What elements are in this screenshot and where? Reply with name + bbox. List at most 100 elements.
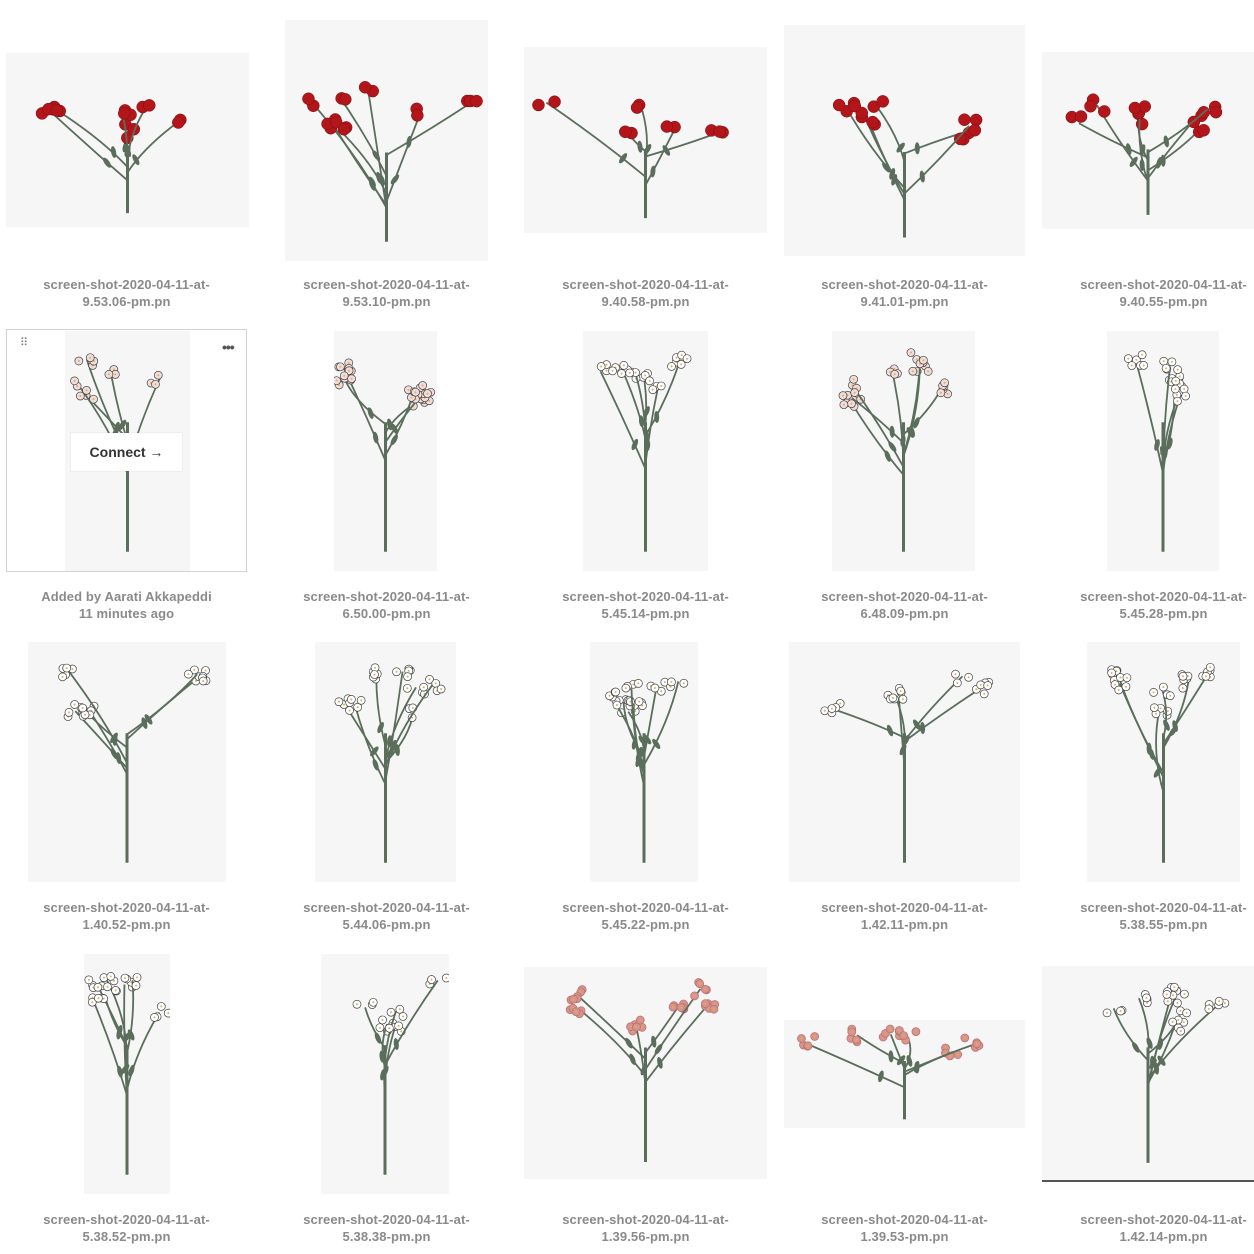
file-name-caption: screen-shot-2020-04-11-at- 9.53.10-pm.pn [257, 276, 516, 310]
flower-illustration [596, 350, 692, 552]
added-by-caption: Added by Aarati Akkapeddi 11 minutes ago [0, 588, 256, 622]
caption-line-1: Added by Aarati Akkapeddi [41, 589, 212, 604]
flower-illustration [334, 663, 446, 863]
flower-illustration [532, 95, 729, 219]
flower-illustration [605, 677, 689, 863]
file-name-caption: screen-shot-2020-04-11-at- 5.38.52-pm.pn [0, 1211, 256, 1245]
file-name-caption: screen-shot-2020-04-11-at- 5.45.14-pm.pn [516, 588, 775, 622]
file-name-caption: screen-shot-2020-04-11-at- 5.44.06-pm.pn [257, 899, 516, 933]
file-name-caption: screen-shot-2020-04-11-at- 9.41.01-pm.pn [775, 276, 1034, 310]
flower-illustration [820, 669, 994, 863]
image-thumbnail[interactable] [784, 1020, 1025, 1128]
caption-line-1: screen-shot-2020-04-11-at- [1080, 277, 1247, 292]
caption-line-2: 11 minutes ago [78, 606, 175, 621]
image-thumbnail[interactable] [784, 25, 1025, 256]
caption-line-1: screen-shot-2020-04-11-at- [562, 589, 729, 604]
caption-line-2: 1.39.53-pm.pn [860, 1229, 949, 1244]
caption-line-1: screen-shot-2020-04-11-at- [303, 900, 470, 915]
image-thumbnail[interactable] [524, 47, 767, 233]
file-name-caption: screen-shot-2020-04-11-at- 1.40.52-pm.pn [0, 899, 256, 933]
image-thumbnail[interactable] [334, 331, 437, 571]
flower-illustration [1107, 662, 1215, 863]
file-name-caption: screen-shot-2020-04-11-at- 5.45.28-pm.pn [1034, 588, 1254, 622]
flower-illustration [1124, 350, 1190, 552]
image-thumbnail[interactable] [524, 967, 767, 1179]
image-thumbnail[interactable] [1087, 642, 1240, 882]
caption-line-2: 6.48.09-pm.pn [860, 606, 949, 621]
file-name-caption: screen-shot-2020-04-11-at- 1.42.11-pm.pn [775, 899, 1034, 933]
caption-line-2: 1.40.52-pm.pn [82, 917, 171, 932]
file-name-caption: screen-shot-2020-04-11-at- 9.53.06-pm.pn [0, 276, 256, 310]
file-name-caption: screen-shot-2020-04-11-at- 1.42.14-pm.pn [1034, 1211, 1254, 1245]
caption-line-1: screen-shot-2020-04-11-at- [303, 277, 470, 292]
caption-line-2: 1.39.56-pm.pn [601, 1229, 690, 1244]
flower-illustration [334, 358, 436, 552]
caption-line-1: screen-shot-2020-04-11-at- [43, 1212, 210, 1227]
image-thumbnail[interactable] [832, 331, 975, 571]
file-name-caption: screen-shot-2020-04-11-at- 5.38.55-pm.pn [1034, 899, 1254, 933]
caption-line-1: screen-shot-2020-04-11-at- [303, 1212, 470, 1227]
image-thumbnail[interactable] [28, 642, 226, 882]
file-name-caption: screen-shot-2020-04-11-at- 1.39.53-pm.pn [775, 1211, 1034, 1245]
flower-illustration [35, 99, 187, 214]
file-name-caption: screen-shot-2020-04-11-at- 9.40.55-pm.pn [1034, 276, 1254, 310]
flower-illustration [352, 973, 449, 1175]
file-name-caption: screen-shot-2020-04-11-at- 6.48.09-pm.pn [775, 588, 1034, 622]
flower-illustration [797, 1024, 984, 1120]
flower-illustration [84, 972, 170, 1175]
caption-line-2: 9.40.55-pm.pn [1119, 294, 1208, 309]
caption-line-1: screen-shot-2020-04-11-at- [43, 900, 210, 915]
image-thumbnail[interactable] [285, 20, 488, 261]
caption-line-2: 9.53.06-pm.pn [82, 294, 171, 309]
caption-line-2: 5.45.22-pm.pn [601, 917, 690, 932]
image-thumbnail[interactable] [315, 642, 456, 882]
image-thumbnail[interactable] [1107, 331, 1219, 571]
caption-line-2: 5.45.14-pm.pn [601, 606, 690, 621]
file-name-caption: screen-shot-2020-04-11-at- 5.38.38-pm.pn [257, 1211, 516, 1245]
flower-illustration [832, 95, 983, 238]
image-thumbnail[interactable] [789, 642, 1020, 882]
selection-underline [1042, 1180, 1254, 1182]
image-thumbnail[interactable] [1042, 966, 1254, 1180]
caption-line-2: 9.40.58-pm.pn [601, 294, 690, 309]
flower-illustration [58, 663, 211, 863]
drag-handle-icon[interactable]: ⠿ [20, 337, 29, 349]
caption-line-2: 5.38.55-pm.pn [1119, 917, 1208, 932]
caption-line-2: 1.42.14-pm.pn [1119, 1229, 1208, 1244]
connect-button[interactable]: Connect → [71, 433, 182, 471]
caption-line-1: screen-shot-2020-04-11-at- [821, 1212, 988, 1227]
caption-line-2: 5.45.28-pm.pn [1119, 606, 1208, 621]
caption-line-1: screen-shot-2020-04-11-at- [1080, 589, 1247, 604]
caption-line-1: screen-shot-2020-04-11-at- [43, 277, 210, 292]
caption-line-1: screen-shot-2020-04-11-at- [1080, 1212, 1247, 1227]
flower-illustration [565, 978, 720, 1163]
flower-illustration [1065, 93, 1223, 215]
caption-line-2: 6.50.00-pm.pn [342, 606, 431, 621]
caption-line-1: screen-shot-2020-04-11-at- [562, 900, 729, 915]
file-name-caption: screen-shot-2020-04-11-at- 9.40.58-pm.pn [516, 276, 775, 310]
image-thumbnail[interactable] [6, 53, 249, 227]
caption-line-1: screen-shot-2020-04-11-at- [562, 277, 729, 292]
caption-line-2: 9.41.01-pm.pn [860, 294, 949, 309]
image-thumbnail[interactable] [321, 954, 449, 1194]
image-thumbnail[interactable] [583, 331, 708, 571]
hover-card-outline [6, 329, 247, 572]
caption-line-2: 1.42.11-pm.pn [860, 917, 949, 932]
file-name-caption: screen-shot-2020-04-11-at- 5.45.22-pm.pn [516, 899, 775, 933]
more-options-icon[interactable]: ••• [222, 339, 235, 355]
image-thumbnail[interactable] [84, 954, 170, 1194]
caption-line-1: screen-shot-2020-04-11-at- [1080, 900, 1247, 915]
caption-line-1: screen-shot-2020-04-11-at- [821, 277, 988, 292]
caption-line-2: 9.53.10-pm.pn [342, 294, 431, 309]
caption-line-2: 5.44.06-pm.pn [342, 917, 431, 932]
caption-line-2: 5.38.38-pm.pn [342, 1229, 431, 1244]
caption-line-1: screen-shot-2020-04-11-at- [562, 1212, 729, 1227]
image-thumbnail[interactable] [590, 642, 698, 882]
file-name-caption: screen-shot-2020-04-11-at- 1.39.56-pm.pn [516, 1211, 775, 1245]
caption-line-1: screen-shot-2020-04-11-at- [303, 589, 470, 604]
file-name-caption: screen-shot-2020-04-11-at- 6.50.00-pm.pn [257, 588, 516, 622]
caption-line-2: 5.38.52-pm.pn [82, 1229, 171, 1244]
image-thumbnail[interactable] [1042, 52, 1254, 229]
flower-illustration [838, 348, 952, 552]
caption-line-1: screen-shot-2020-04-11-at- [821, 589, 988, 604]
